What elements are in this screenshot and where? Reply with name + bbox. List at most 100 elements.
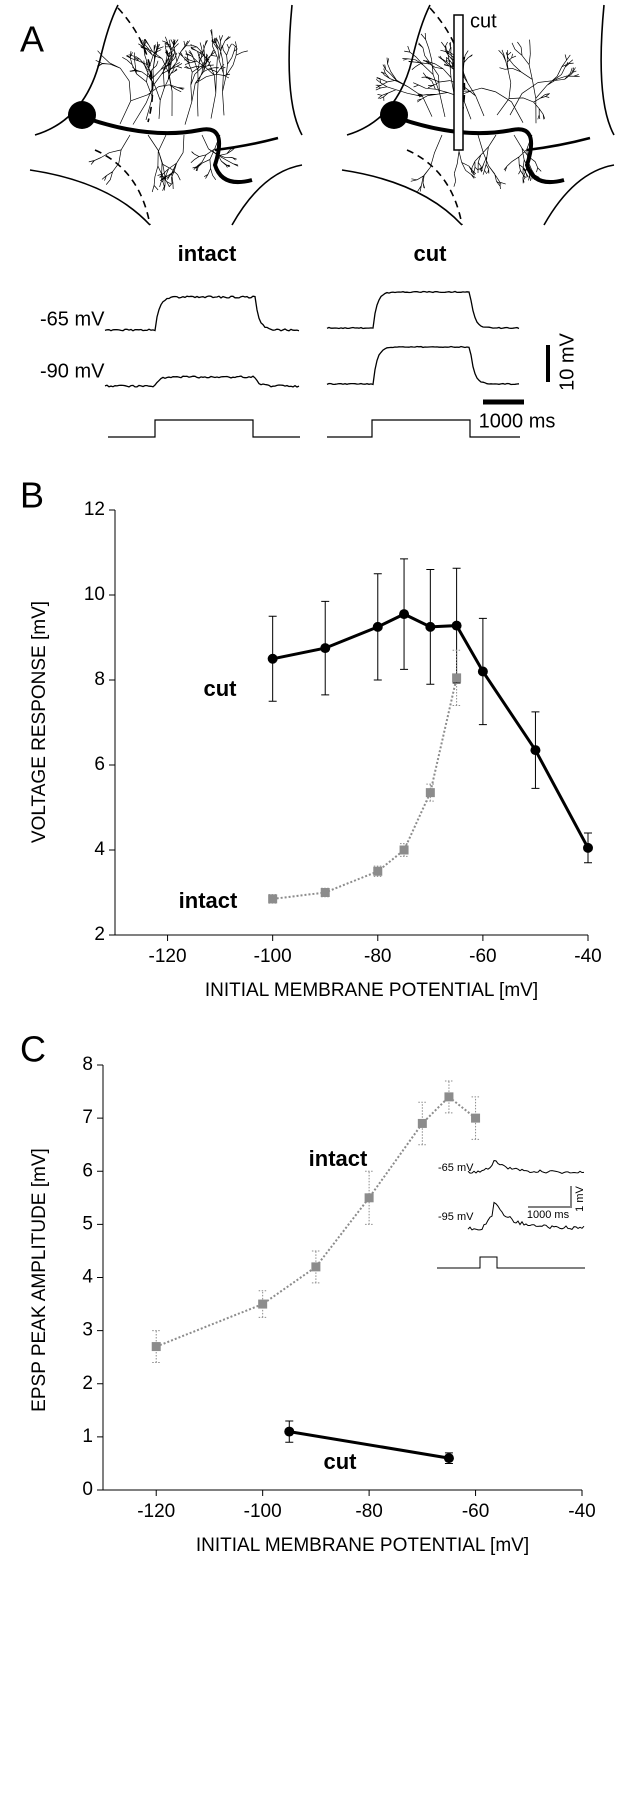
- series-label: intact: [309, 1146, 368, 1171]
- stimulus: [108, 419, 300, 438]
- scale-label: 1000 ms: [479, 410, 556, 432]
- y-tick-label: 10: [84, 584, 105, 605]
- soma: [68, 101, 96, 129]
- error-bar: [373, 865, 382, 877]
- x-tick-label: -120: [137, 1501, 175, 1522]
- y-tick-label: 12: [84, 499, 105, 520]
- scale-label: 1000 ms: [527, 1209, 570, 1221]
- stimulus: [327, 419, 520, 438]
- error-bar: [365, 1170, 374, 1225]
- axon: [526, 136, 591, 152]
- y-tick-label: 2: [94, 924, 105, 945]
- marker: [471, 1113, 481, 1123]
- outline: [600, 4, 615, 136]
- marker: [267, 653, 278, 664]
- soma: [380, 101, 408, 129]
- marker: [425, 621, 436, 632]
- marker: [320, 888, 330, 897]
- x-tick-label: -40: [568, 1501, 595, 1522]
- outline-dashed: [406, 149, 463, 226]
- outline: [341, 169, 463, 226]
- marker: [583, 842, 593, 853]
- series-label: cut: [204, 676, 238, 701]
- marker: [268, 894, 278, 904]
- panel-letter: B: [20, 475, 44, 516]
- panel-a: A cut intact cut -65 mV -90 mV 10 mV 100…: [20, 4, 615, 438]
- electrode-label: cut: [470, 10, 497, 32]
- marker: [320, 643, 331, 654]
- y-tick-label: 8: [94, 669, 105, 690]
- marker: [417, 1118, 427, 1128]
- condition-label: intact: [178, 241, 237, 266]
- x-tick-label: -40: [574, 946, 601, 967]
- marker: [373, 866, 383, 876]
- marker: [425, 788, 435, 798]
- y-tick-label: 0: [82, 1479, 93, 1500]
- series-label: cut: [324, 1449, 358, 1474]
- y-tick-label: 7: [82, 1107, 93, 1128]
- outline: [288, 4, 303, 136]
- marker: [399, 609, 410, 620]
- inset: -65 mV -95 mV 1 mV 1000 ms: [437, 1160, 586, 1269]
- trace-label: -65 mV: [40, 308, 105, 330]
- marker: [399, 845, 409, 855]
- outline-dashed: [117, 7, 154, 123]
- x-tick-label: -120: [149, 946, 187, 967]
- outline: [29, 169, 151, 226]
- trace: [467, 1201, 585, 1231]
- y-tick-label: 2: [82, 1373, 93, 1394]
- marker: [151, 1342, 161, 1352]
- x-tick-label: -100: [254, 946, 292, 967]
- marker: [258, 1299, 268, 1309]
- series-line: [155, 1095, 477, 1348]
- axon: [397, 116, 565, 185]
- marker: [284, 1426, 295, 1437]
- stimulus: [437, 1256, 585, 1269]
- marker: [444, 1092, 454, 1102]
- neuron-drawing: [29, 4, 303, 226]
- series-line: [289, 1430, 450, 1460]
- condition-label: cut: [414, 241, 448, 266]
- scale-label: 10 mV: [556, 332, 578, 390]
- scale-label: 1 mV: [574, 1186, 586, 1212]
- panel-letter: A: [20, 19, 44, 60]
- panel-letter: C: [20, 1029, 46, 1070]
- outline: [543, 164, 615, 226]
- error-bar: [426, 783, 435, 802]
- y-tick-label: 1: [82, 1426, 93, 1447]
- series-label: intact: [179, 888, 238, 913]
- marker: [364, 1193, 374, 1203]
- x-axis-title: INITIAL MEMBRANE POTENTIAL [mV]: [205, 980, 538, 1001]
- outline: [231, 164, 303, 226]
- marker: [311, 1262, 321, 1272]
- trace: [104, 295, 300, 332]
- trace-label: -95 mV: [438, 1211, 474, 1223]
- x-tick-label: -80: [355, 1501, 382, 1522]
- trace-label: -65 mV: [438, 1162, 474, 1174]
- marker: [372, 621, 383, 632]
- y-tick-label: 6: [82, 1160, 93, 1181]
- axon: [85, 116, 253, 185]
- outline-dashed: [94, 149, 151, 226]
- outline: [346, 4, 431, 136]
- trace: [467, 1160, 585, 1174]
- y-tick-label: 3: [82, 1320, 93, 1341]
- marker: [443, 1453, 454, 1464]
- x-tick-label: -80: [364, 946, 391, 967]
- x-axis-title: INITIAL MEMBRANE POTENTIAL [mV]: [196, 1535, 529, 1556]
- marker: [477, 666, 488, 677]
- y-tick-label: 4: [94, 839, 105, 860]
- trace: [104, 375, 300, 388]
- y-tick-label: 5: [82, 1213, 93, 1234]
- axon: [214, 136, 279, 152]
- dendrites: [88, 29, 248, 193]
- electrode: [453, 14, 464, 151]
- series-line: [272, 677, 458, 900]
- y-tick-label: 6: [94, 754, 105, 775]
- y-tick-label: 4: [82, 1267, 93, 1288]
- dendrites: [375, 32, 580, 192]
- neuron-drawing: [341, 4, 615, 226]
- marker: [452, 673, 462, 683]
- marker: [451, 620, 462, 631]
